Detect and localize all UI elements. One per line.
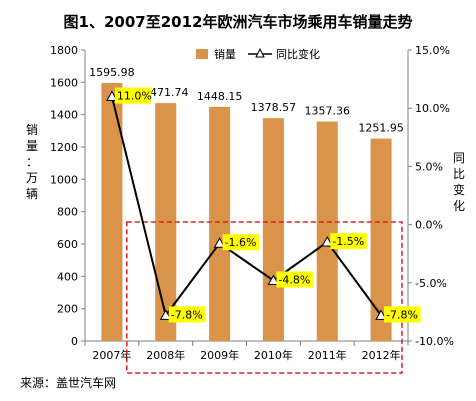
axes-group: 0 200 400 600 800 1000 1200 1400 1600 1800 -10.0% -… <box>26 44 465 362</box>
y-right-tick-label: 15.0% <box>415 44 450 57</box>
y-right-tick-label: -5.0% <box>415 277 447 290</box>
change-point-marker <box>213 237 226 248</box>
change-value-label: 11.0% <box>117 90 152 103</box>
change-value-label: -7.8% <box>171 308 203 321</box>
bar-value-label: 1448.15 <box>197 90 243 103</box>
change-value-label: -4.8% <box>278 273 310 286</box>
x-tick-label: 2008年 <box>146 348 185 362</box>
y-right-tick-label: -10.0% <box>415 335 454 348</box>
y-right-tick-label: 5.0% <box>415 160 443 173</box>
x-tick-label: 2012年 <box>362 348 401 362</box>
y-left-tick-label: 1800 <box>50 44 78 57</box>
change-value-label: -1.5% <box>332 235 364 248</box>
x-tick-label: 2007年 <box>92 348 131 362</box>
x-tick-label: 2009年 <box>200 348 239 362</box>
y-left-tick-label: 1400 <box>50 109 78 122</box>
legend-swatch-bar <box>196 49 208 59</box>
change-value-label: -1.6% <box>225 236 257 249</box>
x-tick-label: 2010年 <box>254 348 293 362</box>
legend-label-bar: 销量 <box>214 47 236 61</box>
y-left-axis-label-char: 量 <box>26 139 38 153</box>
y-left-tick-label: 200 <box>57 303 78 316</box>
change-point-marker <box>159 309 172 320</box>
y-left-tick-label: 1600 <box>50 76 78 89</box>
line-group: 11.0% -7.8% -1.6% -4.8% -1.5% -7.8% <box>106 87 421 323</box>
y-left-axis-label-char: ： <box>26 155 38 169</box>
change-point-marker <box>375 309 387 320</box>
bar-value-label: 1357.36 <box>305 105 351 118</box>
y-right-axis-label-char: 变 <box>453 182 465 197</box>
legend-group: 销量 同比变化 <box>196 47 320 61</box>
change-label-bg <box>222 234 260 251</box>
legend-label-line: 同比变化 <box>276 47 320 61</box>
change-value-label: -7.8% <box>386 308 418 321</box>
source-note: 来源：盖世汽车网 <box>20 375 116 390</box>
bar <box>155 103 177 342</box>
y-right-axis-label-char: 比 <box>453 167 465 181</box>
change-point-marker <box>106 90 118 102</box>
bar-value-label: 1251.95 <box>358 122 404 135</box>
bar-value-label: 1595.98 <box>89 66 135 79</box>
highlight-box-group <box>126 221 403 374</box>
legend-marker-triangle <box>255 47 265 58</box>
bar <box>262 118 284 341</box>
y-right-axis-label-char: 化 <box>453 199 465 213</box>
bar <box>370 138 392 341</box>
highlight-dashed-box <box>126 221 403 374</box>
y-left-axis-label-char: 万 <box>26 171 38 185</box>
change-label-bg <box>114 87 152 104</box>
change-label-bg <box>330 233 367 250</box>
bar-value-label: 1471.74 <box>143 86 189 99</box>
bar-value-label: 1378.57 <box>251 101 297 114</box>
bar <box>209 106 231 341</box>
bar <box>101 82 123 342</box>
y-left-tick-label: 800 <box>57 206 78 219</box>
y-right-axis-label-char: 同 <box>453 151 465 165</box>
y-right-tick-label: 0.0% <box>415 219 443 232</box>
change-label-bg <box>168 306 206 323</box>
change-point-marker <box>321 236 334 247</box>
y-left-tick-label: 0 <box>71 335 78 348</box>
y-left-tick-label: 600 <box>57 238 78 251</box>
y-left-tick-label: 400 <box>57 270 78 283</box>
change-label-bg <box>276 271 313 288</box>
y-right-tick-label: 10.0% <box>415 102 450 115</box>
y-left-axis-label-char: 销 <box>26 123 38 137</box>
y-left-tick-label: 1200 <box>50 141 78 154</box>
y-left-tick-label: 1000 <box>50 173 78 186</box>
y-left-axis-label-char: 辆 <box>26 187 38 201</box>
chart-title: 图1、2007至2012年欧洲汽车市场乘用车销量走势 <box>64 13 413 31</box>
x-tick-label: 2011年 <box>308 348 347 362</box>
bars-group: 1595.98 1471.74 1448.15 1378.57 1357.36 1251.… <box>89 66 404 342</box>
change-line <box>110 96 382 318</box>
change-point-marker <box>267 274 280 285</box>
change-label-bg <box>384 306 421 323</box>
bar <box>316 121 338 341</box>
